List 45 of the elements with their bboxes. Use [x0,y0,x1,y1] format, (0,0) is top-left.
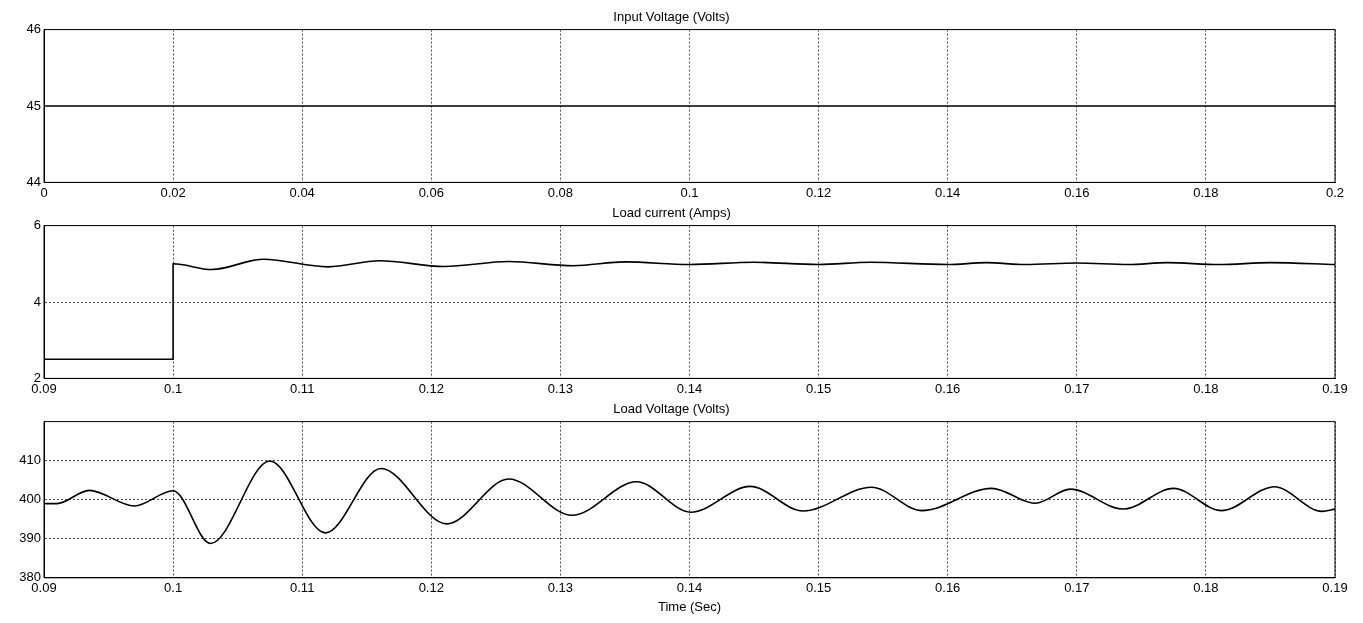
y-tick-label: 6 [33,217,41,233]
x-tick-label: 0.13 [547,580,574,596]
x-tick-label: 0.14 [935,184,961,200]
x-tick-label: 0.18 [1193,184,1219,200]
x-tick-label: 0.17 [1064,380,1090,396]
x-tick-label: 0.11 [290,580,315,596]
x-tick-label: 0.12 [418,580,444,596]
y-tick-label: 4 [33,293,41,309]
chart-title: Input Voltage (Volts) [613,9,730,25]
x-tick-label: 0.1 [164,580,183,596]
y-tick-label: 45 [26,97,41,113]
y-tick-label: 44 [26,173,41,189]
x-tick-label: 0.11 [290,380,315,396]
x-tick-label: 0.17 [1064,580,1090,596]
chart-title: Load Voltage (Volts) [613,401,730,417]
x-tick-label: 0.15 [805,580,832,596]
x-tick-label: 0.1 [680,184,699,200]
x-tick-label: 0.02 [160,184,186,200]
y-tick-label: 390 [19,530,41,546]
y-tick-label: 410 [19,452,41,468]
y-tick-label: 2 [33,369,41,385]
x-tick-label: 0.19 [1322,380,1348,396]
x-tick-label: 0.16 [935,380,961,396]
x-tick-label: 0.16 [1064,184,1090,200]
x-tick-label: 0.08 [547,184,574,200]
x-tick-label: 0.06 [418,184,444,200]
x-tick-label: 0.14 [676,580,703,596]
x-tick-label: 0.1 [164,380,183,396]
x-tick-label: 0.18 [1193,580,1219,596]
x-tick-label: 0.19 [1322,580,1348,596]
x-tick-label: 0.04 [289,184,315,200]
chart-title: Load current (Amps) [612,205,731,221]
y-tick-label: 400 [19,491,41,507]
x-axis-title: Time (Sec) [657,598,722,614]
x-tick-label: 0.2 [1325,184,1345,200]
x-tick-label: 0.18 [1193,380,1219,396]
y-tick-label: 46 [26,21,41,37]
x-tick-label: 0.12 [418,380,444,396]
x-tick-label: 0.13 [547,380,574,396]
x-tick-label: 0.15 [805,380,832,396]
x-tick-label: 0.16 [935,580,961,596]
x-tick-label: 0.09 [31,580,57,596]
x-tick-label: 0 [40,184,48,200]
x-tick-label: 0.14 [676,380,703,396]
x-tick-label: 0.12 [805,184,832,200]
